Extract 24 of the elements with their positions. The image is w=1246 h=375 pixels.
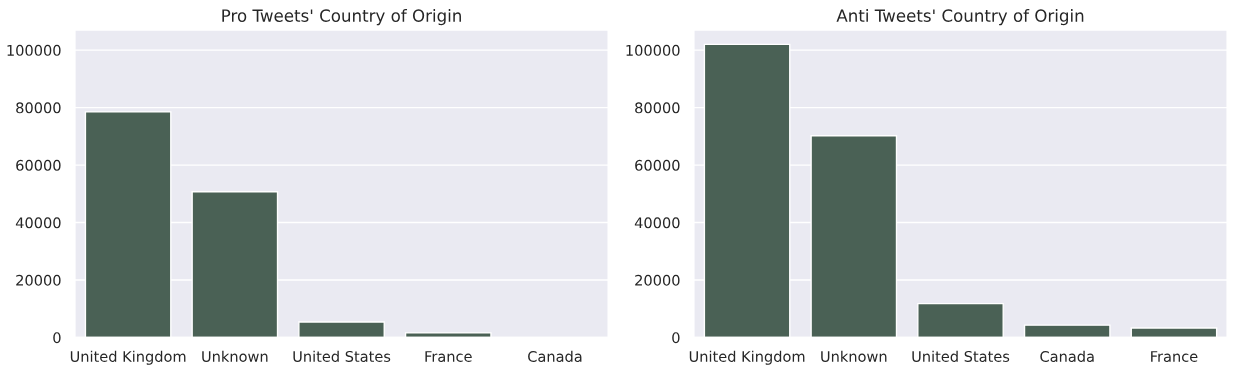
y-tick-label: 40000: [15, 217, 61, 229]
y-tick-label: 100000: [626, 44, 680, 56]
y-tick-label: 20000: [635, 274, 680, 286]
x-tick-label: Canada: [528, 350, 582, 362]
x-tick-label: United States: [912, 350, 1010, 362]
chart-title: Anti Tweets' Country of Origin: [836, 9, 1084, 26]
x-tick-label: United Kingdom: [70, 350, 186, 365]
y-tick-label: 100000: [7, 44, 61, 56]
x-tick-label: United States: [293, 350, 391, 362]
y-tick-label: 20000: [16, 274, 61, 286]
x-tick-label: Unknown: [202, 350, 268, 362]
y-tick-label: 40000: [634, 217, 680, 229]
y-tick-label: 80000: [16, 102, 61, 114]
y-tick-label: 60000: [635, 159, 680, 171]
chart-title: Pro Tweets' Country of Origin: [222, 9, 461, 26]
x-tick-label: France: [1151, 351, 1198, 362]
x-tick-label: Canada: [1040, 350, 1094, 362]
y-tick-label: 80000: [635, 102, 680, 114]
x-tick-label: United Kingdom: [689, 350, 805, 365]
y-tick-label: 60000: [16, 159, 61, 171]
y-tick-label: 0: [672, 332, 680, 344]
y-tick-label: 0: [53, 332, 61, 344]
x-tick-label: Unknown: [821, 350, 887, 362]
x-tick-label: France: [425, 351, 472, 362]
